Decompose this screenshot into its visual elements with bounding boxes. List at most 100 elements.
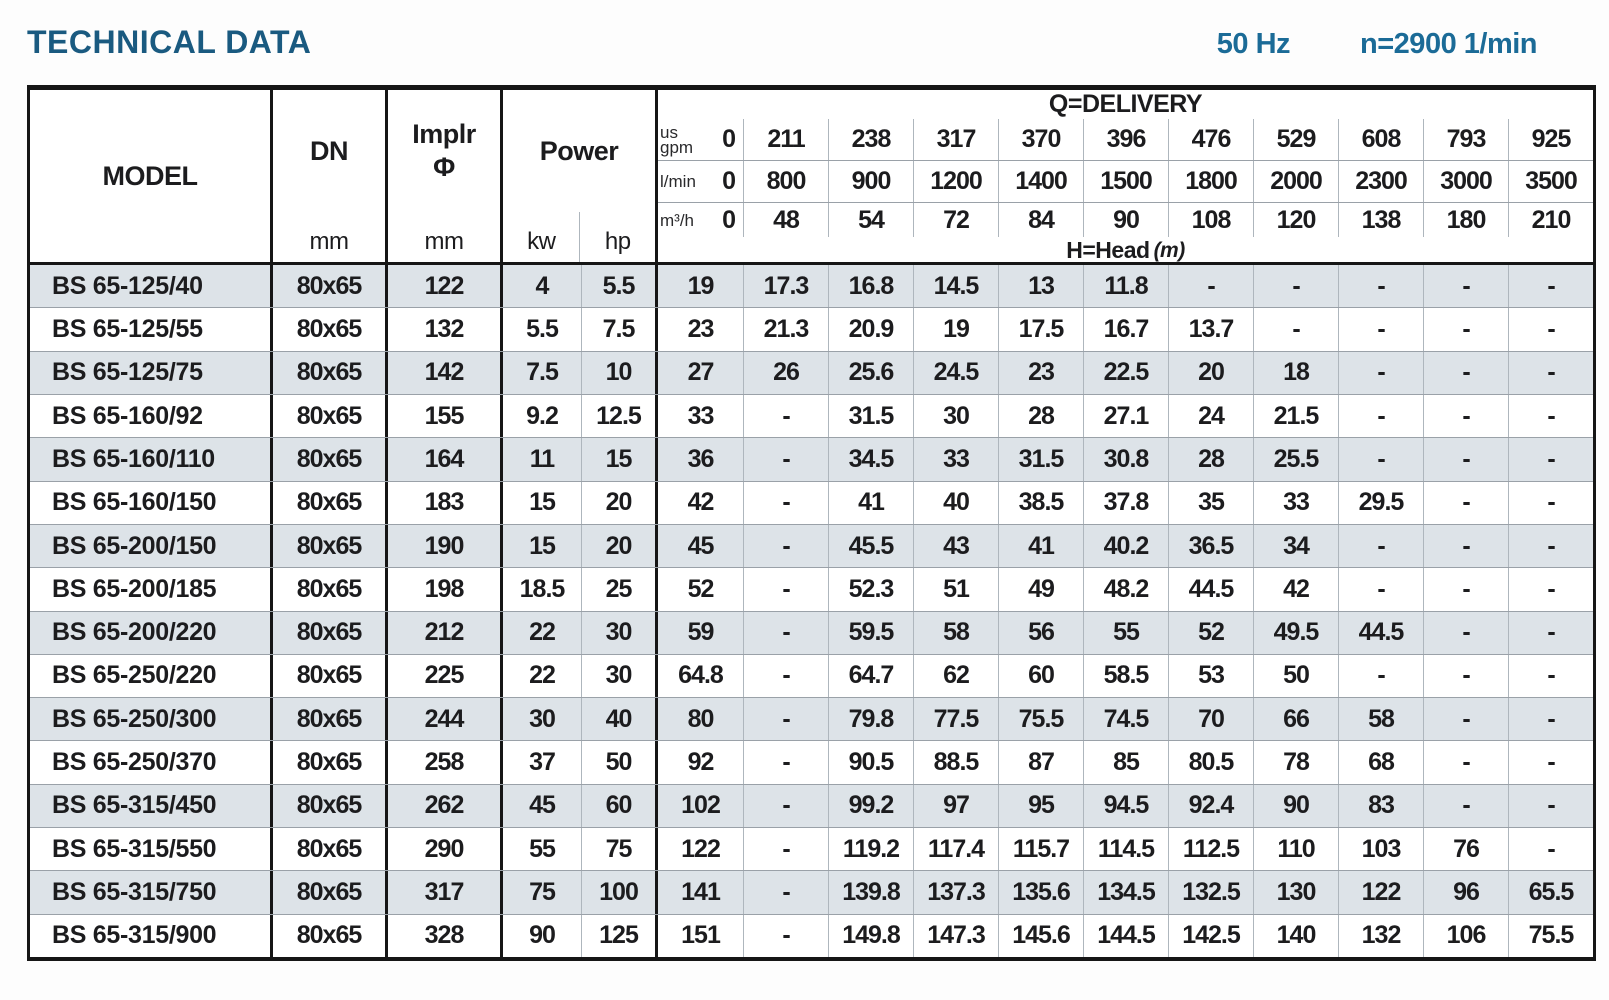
delivery-value: 54	[828, 203, 913, 237]
head-label: H=Head	[1066, 237, 1150, 263]
power-hp-cell: 15	[581, 438, 658, 481]
head-value-cell: 14.5	[913, 265, 998, 308]
head-value-cell: 53	[1168, 654, 1253, 698]
power-kw-cell: 18.5	[519, 574, 566, 603]
table-row: BS 65-200/150 80x65 190 15 20 45-45.5 43 41 40.2…	[30, 523, 1593, 568]
delivery-value: 370	[998, 119, 1083, 160]
model-header-label: MODEL	[102, 160, 199, 191]
delivery-value: 1800	[1168, 161, 1253, 202]
speed-label: n=2900 1/min	[1360, 28, 1537, 60]
head-value-cell: -	[1423, 308, 1508, 351]
head-value-cell: -	[743, 698, 828, 741]
head-value-cell: 64.7	[828, 654, 913, 698]
delivery-unit-row-mh: m³/h 0 48 54 72 84 90 108 120 138 180 210	[658, 203, 1593, 237]
table-body: BS 65-125/40 80x65 122 4 5.5 19 17.3 16.8 14.5 13…	[30, 265, 1593, 957]
head-value-cell: 119.2	[828, 828, 913, 871]
power-kw-cell: 22	[529, 661, 556, 690]
impeller-cell: 142	[388, 351, 503, 394]
head-value-cell: -	[743, 524, 828, 568]
dn-cell: 80x65	[273, 351, 388, 394]
power-hp-cell: 40	[581, 698, 658, 741]
head-value-cell: -	[1508, 481, 1593, 524]
delivery-value: 317	[913, 119, 998, 160]
head-value-cell: 55	[1083, 611, 1168, 654]
head-value-cell: 117.4	[913, 828, 998, 871]
head-value-cell: 142.5	[1168, 914, 1253, 957]
power-kw-cell: 11	[529, 444, 555, 473]
head-value-cell: 13.7	[1168, 308, 1253, 351]
model-cell: BS 65-250/370	[30, 741, 273, 784]
head-value-cell: 27	[687, 358, 715, 387]
power-kw-cell: 37	[529, 748, 556, 777]
head-value-cell: -	[1423, 481, 1508, 524]
head-value-cell: 17.5	[998, 308, 1083, 351]
power-hp-cell: 30	[581, 611, 658, 654]
power-kw-cell: 90	[529, 921, 556, 950]
head-value-cell: 52	[687, 574, 715, 603]
head-value-cell: -	[743, 871, 828, 914]
dn-cell: 80x65	[273, 265, 388, 308]
delivery-unit-cell: us gpm 0	[658, 119, 743, 160]
model-cell: BS 65-160/150	[30, 481, 273, 524]
head-value-cell: 22.5	[1083, 351, 1168, 394]
head-value-cell: 26	[743, 351, 828, 394]
table-row: BS 65-125/55 80x65 132 5.5 7.5 23 21.3 20.9 19 17…	[30, 307, 1593, 351]
impeller-cell: 122	[388, 265, 503, 308]
power-hp-cell: 125	[581, 914, 658, 957]
impeller-cell: 198	[388, 568, 503, 611]
head-value-cell: 115.7	[998, 828, 1083, 871]
table-row: BS 65-315/750 80x65 317 75 100 141-139.8 137.3…	[30, 870, 1593, 914]
head-value-cell: 49.5	[1253, 611, 1338, 654]
head-value-cell: -	[1338, 654, 1423, 698]
head-row-label: H=Head (m)	[658, 237, 1593, 264]
delivery-value: 48	[743, 203, 828, 237]
head-value-cell: 70	[1168, 698, 1253, 741]
head-value-cell: -	[743, 654, 828, 698]
impeller-cell: 258	[388, 741, 503, 784]
model-cell: BS 65-250/220	[30, 654, 273, 698]
head-value-cell: 45.5	[828, 524, 913, 568]
impeller-cell: 328	[388, 914, 503, 957]
head-value-cell: -	[1508, 265, 1593, 308]
head-value-cell: -	[743, 741, 828, 784]
column-header-power: Power kw hp	[503, 90, 658, 262]
head-value-cell: 56	[998, 611, 1083, 654]
head-value-cell: -	[1423, 438, 1508, 481]
column-header-impeller: Implr Φ mm	[388, 90, 503, 262]
impeller-cell: 290	[388, 828, 503, 871]
power-kw-cell: 9.2	[526, 401, 559, 430]
head-value-cell: 20	[1168, 351, 1253, 394]
head-value-cell: -	[1508, 828, 1593, 871]
delivery-value: 2000	[1253, 161, 1338, 202]
technical-data-table: MODEL DN mm Implr Φ mm Power kw hp	[27, 85, 1596, 961]
head-value-cell: 51	[913, 568, 998, 611]
head-value-cell: 49	[998, 568, 1083, 611]
model-cell: BS 65-250/300	[30, 698, 273, 741]
delivery-value: 1200	[913, 161, 998, 202]
head-value-cell: 25.5	[1253, 438, 1338, 481]
dn-cell: 80x65	[273, 871, 388, 914]
head-value-cell: 122	[681, 834, 721, 863]
table-row: BS 65-160/150 80x65 183 15 20 42-41 40 38.5 37.8…	[30, 480, 1593, 524]
head-value-cell: 52.3	[828, 568, 913, 611]
head-value-cell: 28	[1168, 438, 1253, 481]
impeller-header-label: Implr	[412, 119, 476, 149]
power-hp-cell: 25	[581, 568, 658, 611]
delivery-value: 1500	[1083, 161, 1168, 202]
operating-conditions: 50 Hz n=2900 1/min	[1217, 28, 1587, 61]
model-cell: BS 65-200/150	[30, 524, 273, 568]
head-value-cell: 18	[1253, 351, 1338, 394]
power-kw-cell: 75	[529, 878, 556, 907]
head-value-cell: -	[1338, 568, 1423, 611]
dn-cell: 80x65	[273, 394, 388, 438]
head-value-cell: -	[743, 481, 828, 524]
power-kw-cell: 5.5	[526, 314, 559, 343]
head-value-cell: 42	[1253, 568, 1338, 611]
head-value-cell: 83	[1338, 784, 1423, 828]
head-value-cell: 58.5	[1083, 654, 1168, 698]
delivery-value: 180	[1423, 203, 1508, 237]
impeller-cell: 132	[388, 308, 503, 351]
head-value-cell: -	[1508, 741, 1593, 784]
frequency-label: 50 Hz	[1216, 28, 1291, 60]
head-value-cell: 38.5	[998, 481, 1083, 524]
